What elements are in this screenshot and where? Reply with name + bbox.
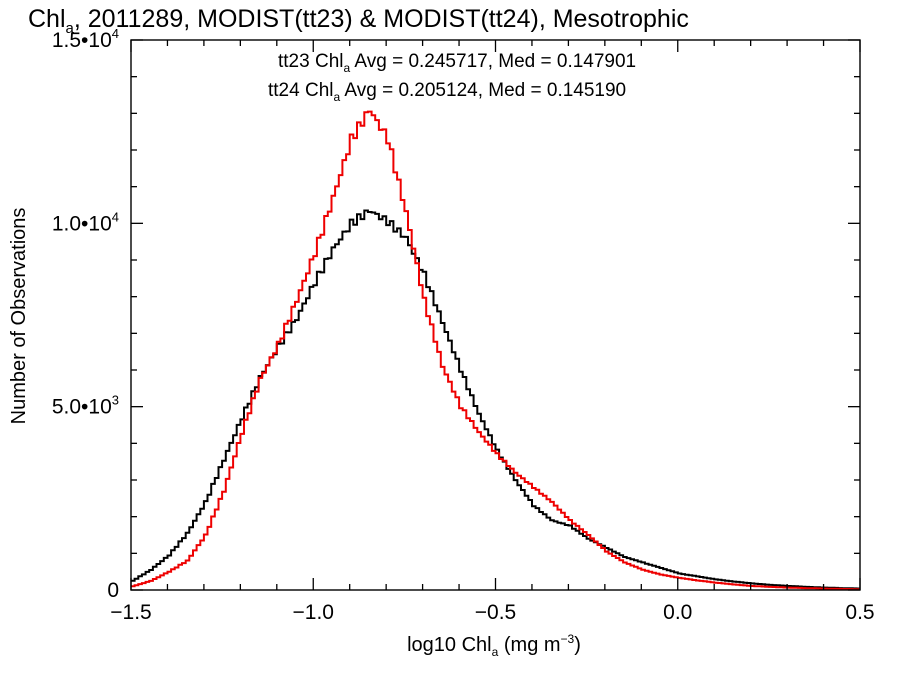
ticks-layer: −1.5 −1.0 −0.5 0.0 0.5 0 5.0•103 1.0•104 1.5•104 <box>52 26 875 624</box>
y-tick-label: 1.5•104 <box>52 26 119 52</box>
series-line-tt24 <box>131 110 860 591</box>
x-axis-label: log10 Chla (mg m−3) <box>407 632 581 659</box>
stat-line-tt24: tt24 Chla Avg = 0.205124, Med = 0.145190 <box>268 80 626 104</box>
y-tick-label: 0 <box>107 579 119 602</box>
y-tick-label: 1.0•104 <box>52 209 119 235</box>
x-tick-label: −1.0 <box>293 601 334 624</box>
x-tick-label: 0.5 <box>845 601 874 624</box>
series-layer <box>131 110 860 591</box>
x-tick-label: 0.0 <box>663 601 692 624</box>
stats-annotations: tt23 Chla Avg = 0.245717, Med = 0.147901… <box>268 51 636 104</box>
series-line-tt23 <box>131 209 860 590</box>
y-tick-label: 5.0•103 <box>52 393 119 419</box>
y-axis-label: Number of Observations <box>8 208 30 425</box>
x-tick-label: −0.5 <box>475 601 516 624</box>
stat-line-tt23: tt23 Chla Avg = 0.245717, Med = 0.147901 <box>278 51 636 75</box>
x-tick-label: −1.5 <box>110 601 151 624</box>
plot-frame <box>130 39 861 591</box>
chart-title: Chla, 2011289, MODIST(tt23) & MODIST(tt2… <box>28 5 689 37</box>
